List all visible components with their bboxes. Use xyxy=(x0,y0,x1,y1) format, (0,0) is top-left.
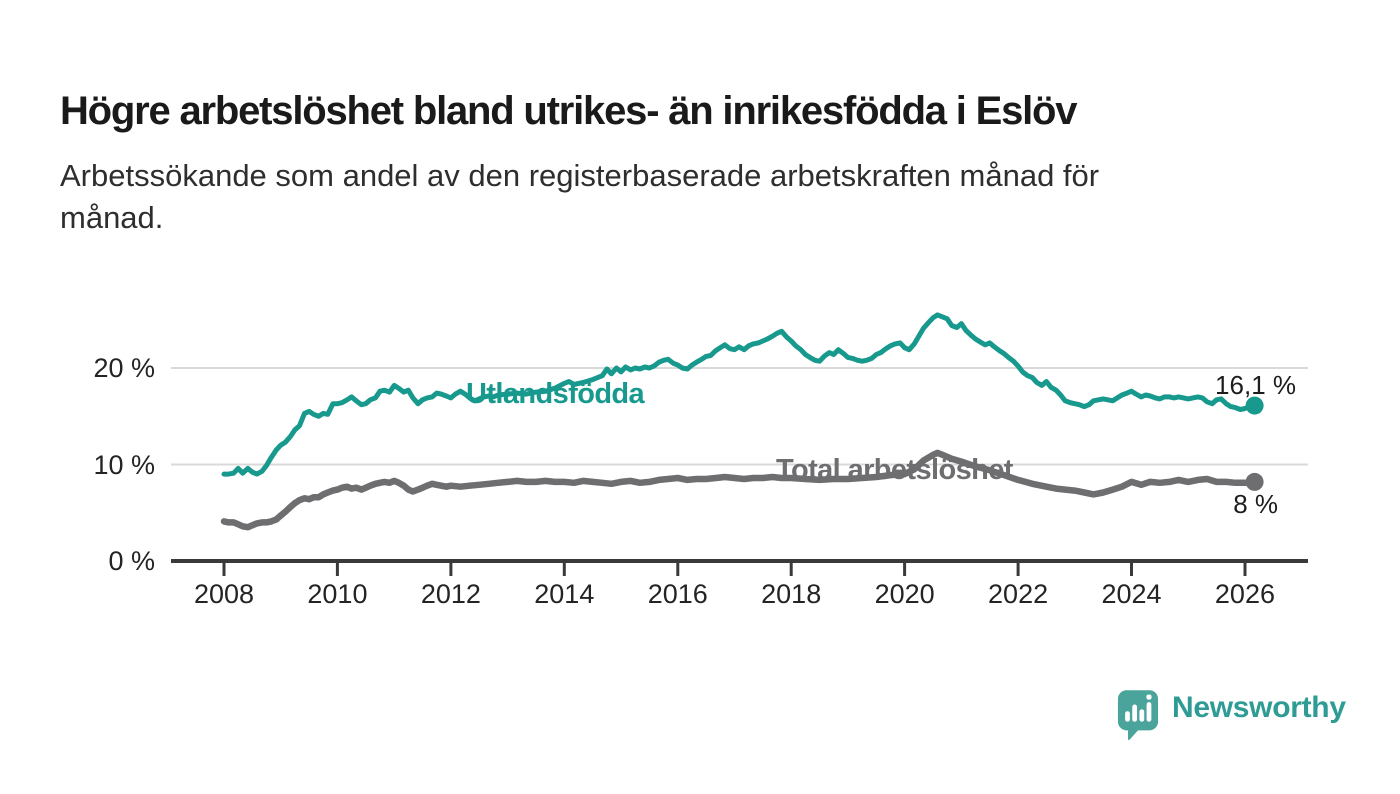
x-tick-label-2022: 2022 xyxy=(988,579,1049,609)
x-tick-label-2018: 2018 xyxy=(761,579,822,609)
page-subtitle-line1: Arbetssökande som andel av den registerb… xyxy=(60,158,1100,193)
line-total-arbetsl-shet xyxy=(220,449,1258,531)
newsworthy-logo: Newsworthy xyxy=(1117,687,1357,747)
page-subtitle-line2: månad. xyxy=(60,200,164,235)
end-value-label-utlandsfodda: 16,1 % xyxy=(1215,370,1296,400)
y-tick-label-10: 10 % xyxy=(93,449,155,480)
x-tick-label-2012: 2012 xyxy=(420,579,481,609)
line-utlandsf-dda xyxy=(221,312,1258,477)
y-tick-label-0: 0 % xyxy=(108,546,155,576)
x-tick-label-2008: 2008 xyxy=(193,579,255,609)
end-value-label-total: 8 % xyxy=(1233,489,1278,519)
series-label-utlandsfodda: Utlandsfödda xyxy=(466,378,645,410)
x-tick-label-2016: 2016 xyxy=(647,579,708,609)
x-tick-label-2010: 2010 xyxy=(307,579,368,609)
x-tick-label-2024: 2024 xyxy=(1101,579,1162,609)
bar-chart-glyph xyxy=(1125,694,1152,722)
newsworthy-wordmark: Newsworthy xyxy=(1172,691,1346,724)
x-tick-label-2020: 2020 xyxy=(874,579,935,609)
x-tick-label-2014: 2014 xyxy=(534,579,595,609)
newsworthy-logo-icon xyxy=(1117,690,1159,741)
x-tick-label-2026: 2026 xyxy=(1214,579,1275,609)
y-tick-label-20: 20 % xyxy=(93,353,155,383)
series-label-total-arbetsloshet: Total arbetslöshet xyxy=(776,454,1013,486)
speech-bubble-shape xyxy=(1117,690,1159,741)
page-title: Högre arbetslöshet bland utrikes- än inr… xyxy=(60,88,1078,133)
